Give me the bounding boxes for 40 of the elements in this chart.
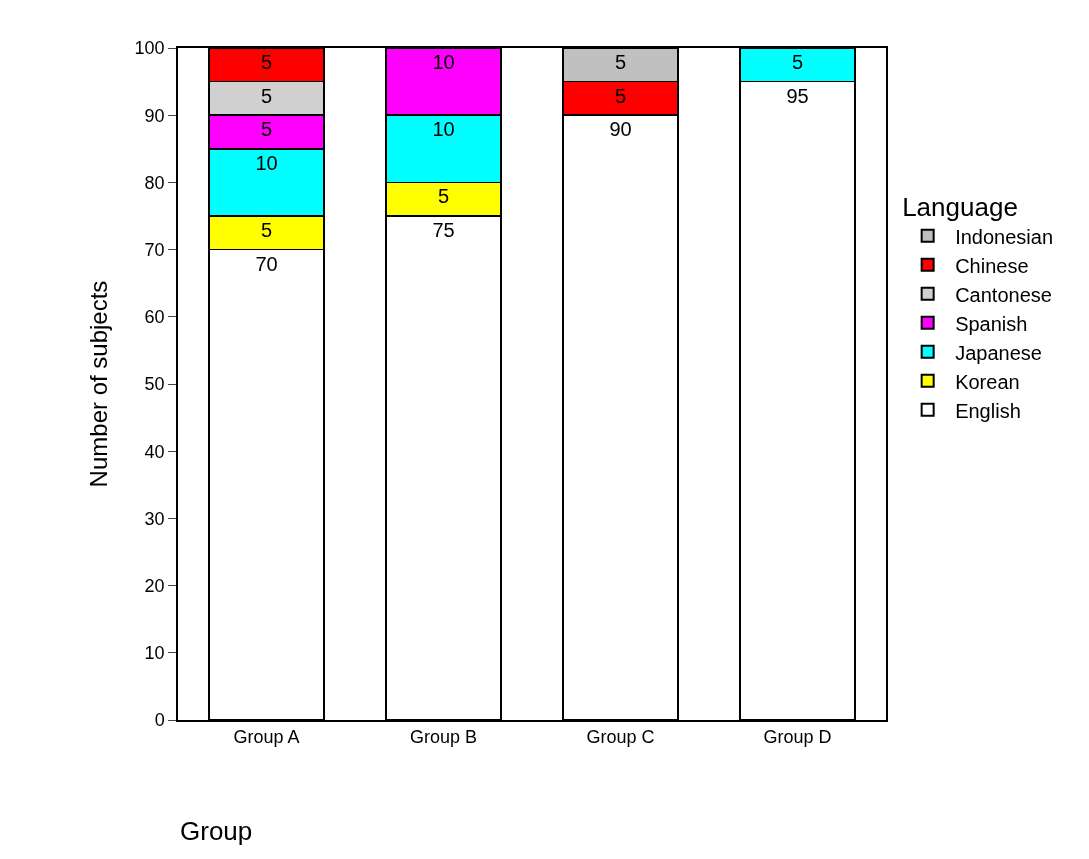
data-label: 10 — [432, 51, 455, 73]
y-tick-label: 20 — [144, 575, 165, 596]
data-label: 10 — [432, 118, 455, 141]
y-tick-label: 40 — [144, 441, 165, 462]
data-label: 5 — [260, 118, 273, 141]
y-tick-label: 100 — [134, 38, 165, 59]
legend-label: English — [955, 399, 1021, 422]
data-label: 5 — [614, 51, 627, 73]
legend-label: Korean — [955, 370, 1020, 393]
y-tick-label: 0 — [154, 710, 165, 731]
data-label: 5 — [437, 185, 450, 208]
data-label: 5 — [791, 51, 804, 73]
x-tick-label: Group C — [586, 727, 655, 748]
data-label: 5 — [260, 51, 273, 73]
y-tick-label: 80 — [144, 172, 165, 193]
x-tick-label: Group B — [409, 727, 478, 748]
legend-label: Japanese — [955, 341, 1042, 364]
y-tick-label: 60 — [144, 307, 165, 328]
y-axis-title: Number of subjects — [85, 280, 113, 488]
data-label: 95 — [786, 84, 809, 107]
x-axis-title: Group — [180, 816, 253, 846]
legend-label: Spanish — [955, 312, 1028, 335]
y-tick-label: 30 — [144, 508, 165, 529]
x-tick-label: Group A — [233, 727, 300, 748]
data-label: 75 — [432, 219, 455, 241]
legend-label: Indonesian — [955, 225, 1054, 248]
legend-label: Cantonese — [955, 283, 1052, 306]
legend-label: Chinese — [955, 254, 1029, 277]
legend-title: Language — [902, 192, 1018, 223]
data-label: 10 — [255, 151, 278, 174]
y-tick-label: 10 — [144, 643, 165, 664]
data-label: 90 — [609, 118, 632, 141]
y-tick-label: 70 — [144, 239, 165, 260]
data-label: 70 — [255, 252, 278, 275]
data-label: 5 — [614, 84, 627, 107]
x-tick-label: Group D — [763, 727, 832, 748]
y-tick-label: 50 — [144, 374, 165, 395]
data-label: 5 — [260, 219, 273, 241]
y-tick-label: 90 — [144, 105, 165, 126]
data-label: 5 — [260, 84, 273, 107]
